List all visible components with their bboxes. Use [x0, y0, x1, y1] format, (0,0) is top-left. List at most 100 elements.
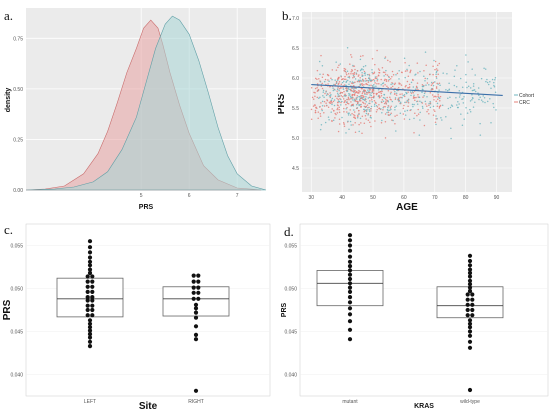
data-point	[467, 289, 473, 294]
cohort-point	[395, 92, 398, 95]
cohort-point	[367, 77, 370, 80]
cohort-point	[469, 100, 472, 102]
cohort-point	[399, 102, 401, 105]
cohort-point	[411, 103, 414, 106]
crc-point	[342, 98, 345, 100]
cohort-point	[391, 100, 394, 103]
cohort-point	[395, 130, 397, 132]
crc-point	[326, 99, 328, 101]
cohort-point	[373, 83, 375, 86]
crc-point	[373, 72, 375, 74]
cohort-point	[389, 113, 392, 116]
crc-point	[349, 63, 351, 65]
cohort-point	[373, 80, 376, 82]
data-point	[347, 264, 353, 269]
crc-point	[383, 102, 386, 105]
cohort-point	[450, 137, 452, 140]
cohort-point	[380, 89, 383, 91]
cohort-point	[423, 94, 425, 97]
crc-point	[324, 92, 326, 95]
cohort-point	[403, 57, 406, 60]
data-point	[191, 285, 196, 290]
y-tick-label: 5.5	[292, 106, 299, 112]
cohort-point	[493, 81, 495, 84]
cohort-point	[437, 92, 439, 94]
x-ticks: LEFT RIGHT	[84, 399, 204, 405]
crc-point	[434, 68, 436, 71]
crc-point	[345, 73, 348, 76]
crc-point	[369, 114, 372, 117]
data-point	[347, 285, 353, 290]
x-ticks: mutant wild-type	[342, 399, 480, 405]
crc-point	[368, 96, 371, 99]
crc-point	[417, 113, 420, 115]
cohort-point	[370, 117, 372, 119]
data-point	[467, 285, 473, 290]
crc-point	[314, 109, 317, 112]
crc-point	[392, 74, 395, 76]
cohort-point	[382, 100, 385, 103]
cohort-point	[402, 94, 404, 97]
crc-point	[338, 64, 340, 66]
cohort-point	[471, 99, 473, 101]
crc-point	[376, 106, 379, 108]
crc-point	[360, 87, 363, 90]
crc-point	[338, 76, 340, 79]
crc-point	[332, 100, 335, 103]
cohort-point	[457, 100, 459, 103]
crc-point	[346, 87, 348, 90]
crc-point	[431, 94, 434, 96]
cohort-point	[327, 116, 330, 118]
crc-point	[359, 76, 361, 79]
cohort-point	[334, 79, 336, 81]
y-tick-label: 0.045	[284, 330, 297, 336]
data-point	[196, 279, 201, 284]
cohort-point	[494, 91, 497, 93]
cohort-point	[349, 120, 352, 123]
crc-point	[410, 69, 412, 71]
cohort-point	[374, 76, 377, 78]
data-point	[467, 387, 473, 393]
cohort-point	[392, 119, 394, 122]
crc-point	[314, 95, 316, 97]
crc-point	[416, 88, 418, 91]
crc-point	[365, 118, 367, 120]
crc-point	[343, 125, 346, 127]
cohort-point	[484, 101, 486, 104]
crc-point	[342, 86, 344, 89]
cohort-point	[421, 105, 424, 108]
cohort-point	[356, 116, 359, 119]
cohort-point	[395, 73, 397, 76]
crc-point	[432, 114, 435, 116]
cohort-point	[451, 105, 454, 107]
crc-point	[336, 107, 339, 109]
cohort-point	[345, 84, 347, 86]
x-tick-label: mutant	[342, 399, 358, 405]
crc-point	[414, 99, 416, 102]
crc-point	[325, 102, 327, 104]
boxes	[56, 277, 230, 318]
crc-point	[313, 91, 315, 94]
crc-point	[387, 89, 390, 92]
cohort-point	[338, 89, 340, 92]
cohort-point	[441, 119, 443, 121]
cohort-point	[486, 100, 489, 103]
x-tick-label: 50	[370, 195, 376, 201]
crc-point	[326, 105, 328, 107]
crc-point	[421, 102, 424, 104]
crc-point	[366, 93, 368, 96]
crc-point	[340, 101, 342, 104]
crc-point	[417, 108, 419, 111]
crc-point	[406, 70, 408, 72]
cohort-point	[472, 83, 475, 85]
crc-point	[355, 73, 358, 75]
cohort-point	[371, 71, 373, 74]
y-axis-title: PRS	[281, 302, 288, 317]
cohort-point	[448, 88, 451, 91]
cohort-point	[323, 96, 325, 98]
crc-point	[352, 72, 354, 75]
cohort-point	[359, 96, 361, 98]
crc-point	[425, 64, 427, 67]
cohort-point	[458, 89, 461, 92]
crc-point	[435, 100, 437, 102]
